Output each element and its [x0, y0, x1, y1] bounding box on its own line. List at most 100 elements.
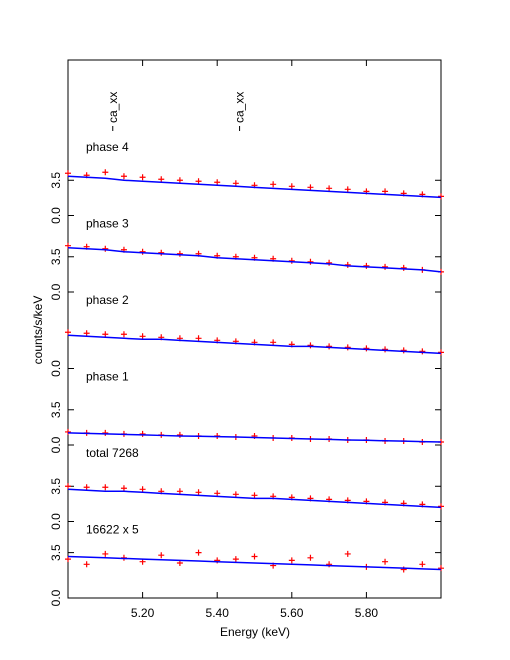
model-line: [67, 432, 442, 443]
data-point: [176, 488, 183, 495]
data-point: [251, 553, 258, 560]
line-id-label: ca_xx: [233, 92, 247, 123]
data-point: [158, 552, 165, 559]
data-point: [307, 554, 314, 561]
data-point: [139, 486, 146, 493]
data-point: [307, 258, 314, 265]
data-point: [102, 550, 109, 557]
x-axis-label: Energy (keV): [220, 625, 290, 639]
plot-frame: [67, 59, 442, 599]
data-point: [382, 558, 389, 565]
data-point: [139, 174, 146, 181]
x-tick-label: 5.60: [280, 606, 304, 620]
data-point: [214, 490, 221, 497]
data-point: [65, 428, 71, 435]
data-point: [232, 556, 239, 563]
data-point: [158, 176, 165, 183]
data-point: [65, 483, 71, 490]
data-point: [251, 492, 258, 499]
y-tick-label: 3.5: [49, 172, 63, 189]
data-point: [382, 346, 389, 353]
data-point: [102, 484, 109, 491]
y-tick-label: 3.5: [49, 401, 63, 418]
data-point: [438, 349, 444, 356]
data-point: [326, 259, 333, 266]
x-tick-label: 5.80: [355, 606, 379, 620]
data-point: [438, 565, 444, 572]
panel-title: 16622 x 5: [86, 523, 139, 537]
model-line: [67, 175, 442, 199]
data-point: [195, 178, 202, 185]
panel-title: total 7268: [86, 446, 139, 460]
data-point: [102, 245, 109, 252]
data-point: [65, 329, 71, 336]
x-tick-label: 5.40: [206, 606, 230, 620]
panel-title: phase 4: [86, 140, 129, 154]
data-point: [176, 431, 183, 438]
data-point: [382, 188, 389, 195]
data-point: [232, 491, 239, 498]
y-tick-label: 0.0: [49, 589, 63, 606]
data-point: [139, 333, 146, 340]
data-point: [102, 429, 109, 436]
data-point: [214, 179, 221, 186]
data-point: [65, 170, 71, 177]
data-point: [363, 345, 370, 352]
data-point: [438, 193, 444, 200]
data-point: [158, 249, 165, 256]
data-point: [363, 262, 370, 269]
data-point: [382, 263, 389, 270]
data-point: [270, 339, 277, 346]
model-line: [67, 555, 442, 571]
panel-title: phase 3: [86, 217, 129, 231]
model-line: [67, 246, 442, 273]
data-point: [102, 331, 109, 338]
data-point: [65, 242, 71, 249]
y-tick-label: 0.0: [49, 207, 63, 224]
data-point: [120, 331, 127, 338]
data-point: [83, 330, 90, 337]
data-point: [83, 484, 90, 491]
data-point: [83, 561, 90, 568]
data-point: [288, 557, 295, 564]
data-point: [139, 430, 146, 437]
line-id-label: ca_xx: [106, 92, 120, 123]
y-tick-label: 0.0: [49, 513, 63, 530]
data-point: [307, 342, 314, 349]
data-point: [326, 185, 333, 192]
data-point: [400, 347, 407, 354]
data-point: [288, 257, 295, 264]
panel-title: phase 2: [86, 293, 129, 307]
data-point: [120, 173, 127, 180]
y-tick-label: 0.0: [49, 360, 63, 377]
data-point: [195, 335, 202, 342]
y-tick-label: 3.5: [49, 544, 63, 561]
data-point: [139, 248, 146, 255]
data-point: [195, 549, 202, 556]
data-point: [438, 503, 444, 510]
data-point: [176, 177, 183, 184]
data-point: [288, 183, 295, 190]
panel-title: phase 1: [86, 370, 129, 384]
data-point: [419, 348, 426, 355]
data-point: [344, 344, 351, 351]
y-tick-label: 3.5: [49, 248, 63, 265]
model-line: [67, 488, 442, 509]
data-point: [400, 264, 407, 271]
data-point: [344, 261, 351, 268]
data-point: [344, 550, 351, 557]
y-tick-label: 3.5: [49, 478, 63, 495]
data-point: [326, 343, 333, 350]
data-point: [195, 489, 202, 496]
data-point: [307, 184, 314, 191]
model-line: [67, 334, 442, 355]
data-point: [232, 180, 239, 187]
y-axis-label: counts/s/keV: [31, 296, 45, 365]
y-tick-label: 0.0: [49, 283, 63, 300]
data-point: [176, 250, 183, 257]
data-point: [120, 485, 127, 492]
y-tick-label: 0.0: [49, 436, 63, 453]
data-point: [102, 169, 109, 176]
data-point: [270, 181, 277, 188]
